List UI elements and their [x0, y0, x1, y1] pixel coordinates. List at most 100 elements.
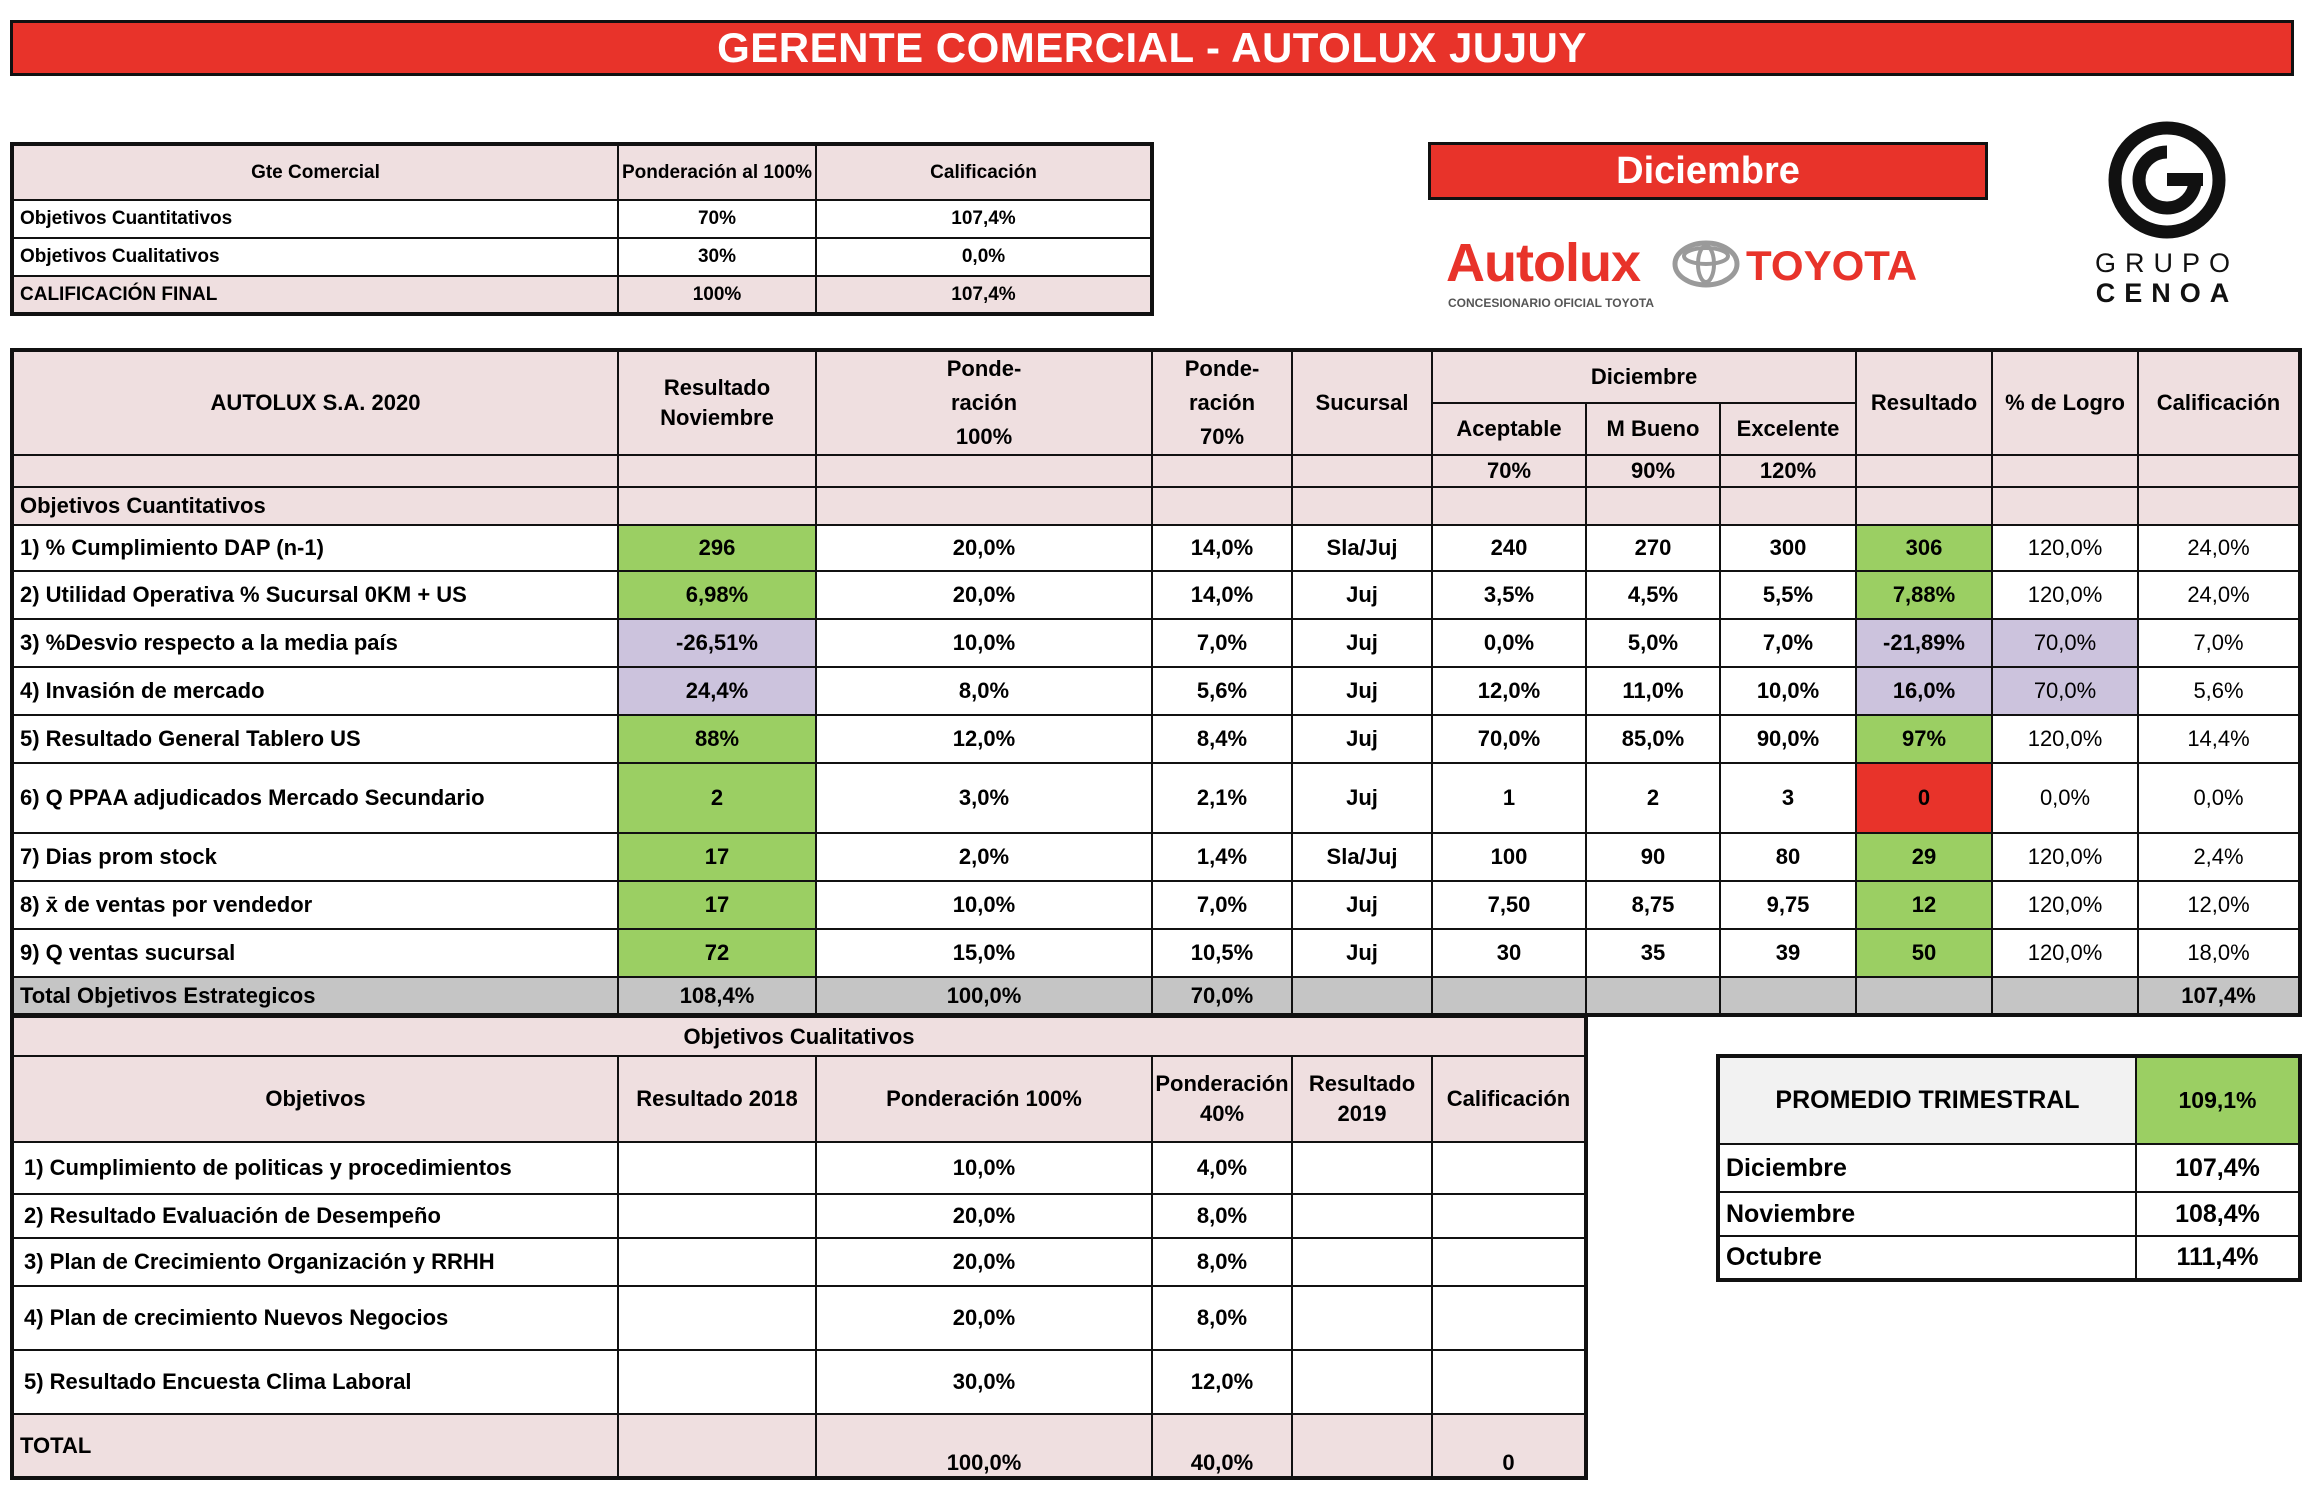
resultado: 7,88% [1855, 570, 1994, 620]
resultado-noviembre: -26,51% [617, 618, 817, 668]
cuali-resultado-2019 [1291, 1193, 1433, 1239]
cuali-calificacion [1430, 1193, 1588, 1239]
header-diciembre: Diciembre [1430, 349, 1858, 404]
sucursal: Juj [1291, 762, 1433, 834]
promedio-value: 109,1% [2135, 1055, 2301, 1145]
cuali-title: Objetivos Cualitativos [10, 1015, 1588, 1057]
sucursal: Sla/Juj [1291, 524, 1433, 572]
total-label: Total Objetivos Estrategicos [11, 976, 619, 1016]
objective-name: 4) Invasión de mercado [11, 666, 619, 716]
resultado: 97% [1855, 714, 1994, 764]
header-resultado-noviembre: Resultado Noviembre [617, 349, 817, 456]
cuali-ponderacion-40: 8,0% [1151, 1285, 1293, 1351]
ponderacion-100: 12,0% [815, 714, 1153, 764]
promedio-month-value: 107,4% [2135, 1143, 2301, 1193]
objective-name: 8) x̄ de ventas por vendedor [11, 880, 619, 930]
cuali-objective-name: 4) Plan de crecimiento Nuevos Negocios [11, 1285, 619, 1351]
objective-name: 2) Utilidad Operativa % Sucursal 0KM + U… [11, 570, 619, 620]
objective-name: 9) Q ventas sucursal [11, 928, 619, 978]
promedio-label: PROMEDIO TRIMESTRAL [1717, 1055, 2137, 1145]
aceptable: 12,0% [1431, 666, 1587, 716]
cuali-resultado-2018 [617, 1237, 817, 1287]
objective-name: 3) %Desvio respecto a la media país [11, 618, 619, 668]
muy-bueno: 2 [1585, 762, 1721, 834]
summary-row-ponderacion: 70% [617, 199, 817, 239]
aceptable: 1 [1431, 762, 1587, 834]
excelente: 3 [1718, 762, 1858, 834]
cenoa-emblem-icon [2108, 121, 2226, 239]
ponderacion-100: 8,0% [815, 666, 1153, 716]
cuali-calificacion [1430, 1285, 1588, 1351]
promedio-month: Octubre [1717, 1235, 2137, 1281]
ponderacion-70: 1,4% [1151, 832, 1293, 882]
logro: 120,0% [1991, 928, 2140, 978]
summary-row-label: CALIFICACIÓN FINAL [11, 275, 619, 315]
aceptable: 30 [1431, 928, 1587, 978]
summary-header-calificacion: Calificación [815, 143, 1153, 201]
table-row: 1) Cumplimiento de politicas y procedimi… [11, 1141, 1588, 1195]
ponderacion-100: 10,0% [815, 880, 1153, 930]
table-row: 8) x̄ de ventas por vendedor 17 10,0% 7,0% J… [11, 880, 2302, 930]
excelente: 80 [1718, 832, 1858, 882]
excelente: 9,75 [1718, 880, 1858, 930]
header-pct-90: 90% [1585, 454, 1721, 488]
sucursal: Juj [1291, 666, 1433, 716]
cuali-resultado-2018 [617, 1349, 817, 1415]
toyota-wordmark: TOYOTA [1746, 242, 1918, 289]
cuali-ponderacion-40: 8,0% [1151, 1193, 1293, 1239]
calificacion: 7,0% [2137, 618, 2302, 668]
cuali-total-cal: 0 [1430, 1413, 1588, 1479]
calificacion: 5,6% [2137, 666, 2302, 716]
calificacion: 12,0% [2137, 880, 2302, 930]
resultado-noviembre: 17 [617, 832, 817, 882]
grupo-text: GRUPO [2094, 248, 2239, 278]
logro: 120,0% [1991, 714, 2140, 764]
ponderacion-70: 8,4% [1151, 714, 1293, 764]
calificacion: 18,0% [2137, 928, 2302, 978]
cuali-resultado-2019 [1291, 1349, 1433, 1415]
logro: 120,0% [1991, 880, 2140, 930]
cuali-resultado-2019 [1291, 1285, 1433, 1351]
muy-bueno: 90 [1585, 832, 1721, 882]
muy-bueno: 5,0% [1585, 618, 1721, 668]
resultado: 29 [1855, 832, 1994, 882]
promedio-table: PROMEDIO TRIMESTRAL 109,1% Diciembre 107… [1716, 1054, 2302, 1282]
logro: 120,0% [1991, 570, 2140, 620]
summary-row-label: Objetivos Cuantitativos [11, 199, 619, 239]
resultado: 16,0% [1855, 666, 1994, 716]
sucursal: Juj [1291, 880, 1433, 930]
header-company: AUTOLUX S.A. 2020 [11, 349, 619, 456]
muy-bueno: 85,0% [1585, 714, 1721, 764]
ponderacion-70: 10,5% [1151, 928, 1293, 978]
summary-row-calificacion: 107,4% [815, 275, 1153, 315]
cuali-resultado-2018 [617, 1285, 817, 1351]
ponderacion-100: 15,0% [815, 928, 1153, 978]
summary-row-ponderacion: 30% [617, 237, 817, 277]
header-logro: % de Logro [1991, 349, 2140, 456]
resultado-noviembre: 17 [617, 880, 817, 930]
logro: 0,0% [1991, 762, 2140, 834]
cuali-resultado-2018 [617, 1141, 817, 1195]
ponderacion-70: 7,0% [1151, 880, 1293, 930]
table-row: 6) Q PPAA adjudicados Mercado Secundario… [11, 762, 2302, 834]
table-row: 2) Utilidad Operativa % Sucursal 0KM + U… [11, 570, 2302, 620]
autolux-toyota-logo: Autolux TOYOTA CONCESIONARIO OFICIAL TOY… [1446, 232, 1966, 312]
excelente: 7,0% [1718, 618, 1858, 668]
table-row: 4) Plan de crecimiento Nuevos Negocios 20… [11, 1285, 1588, 1351]
logro: 70,0% [1991, 666, 2140, 716]
cuali-ponderacion-40: 8,0% [1151, 1237, 1293, 1287]
cuali-total-p100: 100,0% [815, 1413, 1153, 1479]
excelente: 5,5% [1718, 570, 1858, 620]
header-excelente: Excelente [1718, 401, 1858, 456]
muy-bueno: 35 [1585, 928, 1721, 978]
total-p70: 70,0% [1151, 976, 1293, 1016]
resultado: -21,89% [1855, 618, 1994, 668]
cuali-header-r2018: Resultado 2018 [617, 1055, 817, 1143]
sucursal: Sla/Juj [1291, 832, 1433, 882]
objective-name: 1) % Cumplimiento DAP (n-1) [11, 524, 619, 572]
ponderacion-100: 20,0% [815, 570, 1153, 620]
cuali-ponderacion-100: 20,0% [815, 1285, 1153, 1351]
logro: 70,0% [1991, 618, 2140, 668]
total-p100: 100,0% [815, 976, 1153, 1016]
ponderacion-70: 5,6% [1151, 666, 1293, 716]
